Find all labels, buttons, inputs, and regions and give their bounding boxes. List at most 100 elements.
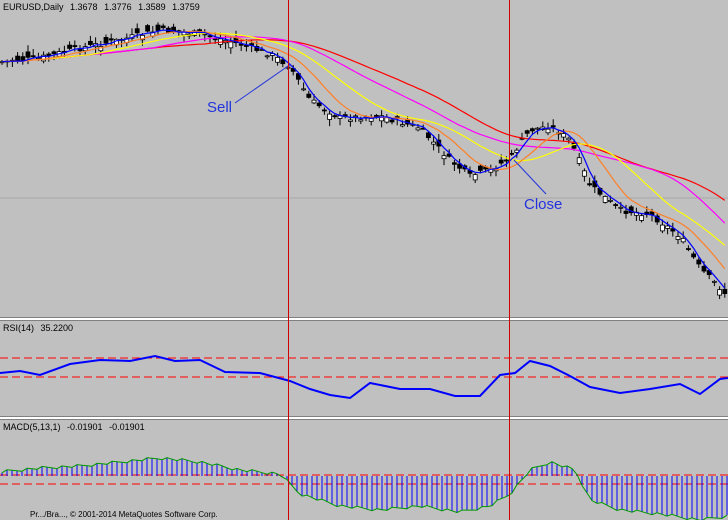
candle-body: [280, 59, 286, 65]
rsi-line: [0, 354, 728, 400]
candle-body: [379, 115, 385, 122]
candle-body: [623, 210, 629, 214]
close-pointer-line: [513, 159, 547, 195]
rsi-value: 35.2200: [40, 323, 74, 333]
candle-body: [665, 225, 670, 229]
candle-body: [275, 56, 281, 63]
rsi-header: RSI(14) 35.2200: [3, 323, 77, 333]
candle-body: [145, 25, 151, 32]
candle-body: [332, 115, 338, 118]
candle-body: [155, 24, 161, 31]
moving-average-yellow: [1, 32, 726, 246]
low-value: 1.3589: [138, 2, 166, 12]
candle-body: [321, 109, 327, 112]
candle-body: [670, 228, 676, 232]
candle-body: [0, 61, 5, 64]
candle-body: [451, 162, 457, 165]
candle-body: [51, 51, 57, 55]
candle-body: [238, 43, 244, 46]
candle-body: [608, 199, 613, 202]
candle-body: [602, 196, 608, 203]
candle-body: [72, 45, 78, 47]
candle-body: [498, 159, 504, 164]
candle-body: [139, 34, 145, 41]
candle-body: [389, 119, 395, 123]
close-value: 1.3759: [172, 2, 200, 12]
sell-pointer-line: [234, 63, 292, 104]
candle-body: [358, 119, 364, 122]
candle-body: [686, 248, 691, 250]
candle-body: [425, 132, 431, 139]
candle-body: [550, 125, 556, 128]
candle-body: [618, 206, 624, 209]
candle-body: [212, 38, 218, 41]
candle-body: [431, 141, 437, 145]
candle-body: [660, 224, 665, 232]
candle-body: [587, 183, 592, 186]
close-marker-line[interactable]: [509, 0, 510, 520]
candle-body: [571, 142, 577, 149]
moving-average-blue: [1, 29, 726, 289]
high-value: 1.3776: [104, 2, 132, 12]
candle-body: [108, 38, 114, 41]
candle-body: [639, 215, 644, 221]
candle-body: [207, 35, 213, 38]
candle-body: [696, 259, 702, 265]
candle-body: [613, 204, 618, 206]
candle-body: [712, 280, 717, 283]
candle-body: [691, 253, 696, 258]
candle-body: [561, 133, 566, 138]
rsi-pane[interactable]: RSI(14) 35.2200: [0, 321, 728, 416]
candle-body: [301, 88, 307, 91]
candle-body: [88, 40, 93, 45]
candle-body: [675, 236, 681, 240]
candle-body: [327, 113, 333, 120]
rsi-label: RSI(14): [3, 323, 35, 333]
candle-body: [509, 152, 515, 155]
open-value: 1.3678: [70, 2, 98, 12]
candle-body: [160, 25, 166, 29]
price-chart-pane[interactable]: EURUSD,Daily 1.3678 1.3776 1.3589 1.3759…: [0, 0, 728, 317]
macd-header: MACD(5,13,1) -0.01901 -0.01901: [3, 422, 149, 432]
candle-body: [582, 170, 587, 177]
macd-label: MACD(5,13,1): [3, 422, 61, 432]
candle-body: [373, 115, 379, 118]
macd-signal-line: [1, 457, 728, 520]
candle-body: [25, 51, 31, 58]
chart-header: EURUSD,Daily 1.3678 1.3776 1.3589 1.3759: [3, 2, 204, 12]
candle-body: [545, 128, 551, 134]
macd-pane[interactable]: MACD(5,13,1) -0.01901 -0.01901: [0, 420, 728, 520]
candle-body: [717, 289, 722, 296]
rsi-canvas: [0, 354, 728, 400]
sell-annotation: Sell: [207, 99, 233, 116]
pane-separator[interactable]: [0, 416, 728, 420]
candle-body: [722, 288, 728, 294]
candle-body: [264, 55, 270, 58]
pane-separator[interactable]: [0, 317, 728, 321]
candle-body: [477, 165, 483, 171]
sell-marker-line[interactable]: [288, 0, 289, 520]
candle-body: [306, 93, 312, 98]
candle-body: [457, 163, 463, 169]
copyright-footer: Pr.../Bra..., © 2001-2014 MetaQuotes Sof…: [30, 510, 218, 519]
moving-average-orange: [1, 30, 726, 270]
candle-body: [347, 119, 353, 122]
candle-body: [353, 115, 359, 118]
macd-value-2: -0.01901: [109, 422, 145, 432]
candle-body: [399, 124, 405, 127]
symbol-label: EURUSD,Daily: [3, 2, 64, 12]
candle-body: [311, 99, 317, 104]
candle-body: [134, 28, 140, 34]
close-annotation: Close: [524, 196, 563, 213]
candle-body: [41, 54, 46, 62]
candle-body: [30, 55, 36, 58]
candle-body: [472, 174, 478, 181]
candle-body: [524, 130, 530, 134]
candle-body: [243, 45, 249, 47]
candle-body: [415, 127, 421, 131]
candle-body: [254, 46, 260, 51]
macd-value-1: -0.01901: [67, 422, 103, 432]
candle-body: [576, 157, 582, 164]
candle-body: [680, 237, 686, 243]
candle-body: [701, 265, 707, 272]
